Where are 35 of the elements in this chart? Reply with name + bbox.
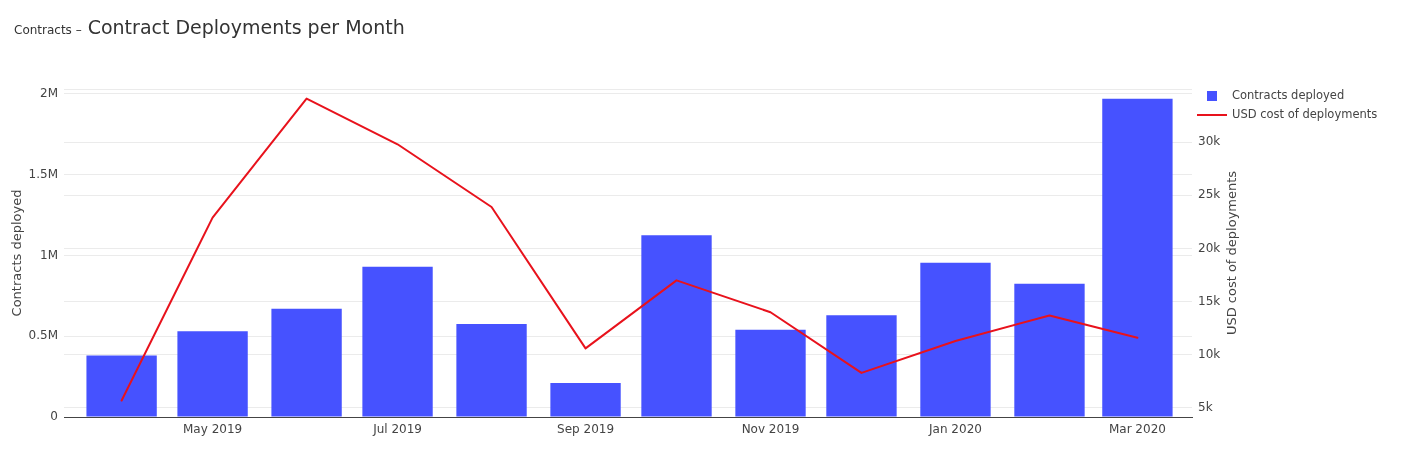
y2-tick-label: 20k — [1198, 240, 1221, 255]
y-tick-label: 2M — [40, 85, 58, 100]
bar — [456, 324, 527, 417]
y2-axis-title: USD cost of deployments — [1224, 170, 1240, 336]
chart-title: Contract Deployments per Month — [87, 16, 405, 38]
bar — [550, 383, 621, 417]
bar — [362, 266, 433, 417]
bar — [1014, 283, 1085, 417]
legend-label: USD cost of deployments — [1232, 106, 1378, 121]
x-tick-label: Mar 2020 — [1108, 422, 1166, 437]
bar — [641, 235, 712, 417]
y-tick-label: 0 — [50, 409, 58, 424]
x-tick-label: May 2019 — [182, 422, 243, 437]
x-tick-label: Jan 2020 — [928, 422, 982, 437]
bar — [271, 308, 342, 417]
y2-tick-label: 5k — [1198, 400, 1213, 415]
y-tick-label: 1.5M — [28, 166, 58, 181]
x-tick-label: Jul 2019 — [372, 422, 422, 437]
chart-subtitle: Contracts – — [14, 23, 82, 37]
bar — [177, 331, 248, 417]
y-tick-label: 0.5M — [28, 328, 58, 343]
y2-tick-label: 15k — [1198, 293, 1221, 308]
x-tick-label: Nov 2019 — [741, 422, 800, 437]
x-tick-label: Sep 2019 — [557, 422, 615, 437]
legend-label: Contracts deployed — [1232, 87, 1345, 102]
y-tick-label: 1M — [40, 247, 58, 262]
y2-tick-label: 25k — [1198, 187, 1221, 202]
bar — [920, 262, 991, 417]
y2-tick-label: 30k — [1198, 134, 1221, 149]
y2-tick-label: 10k — [1198, 346, 1221, 361]
y-axis-title: Contracts deployed — [9, 189, 25, 317]
bar — [86, 355, 157, 417]
bar — [1102, 98, 1173, 417]
bar — [735, 329, 806, 417]
bar — [826, 315, 897, 417]
